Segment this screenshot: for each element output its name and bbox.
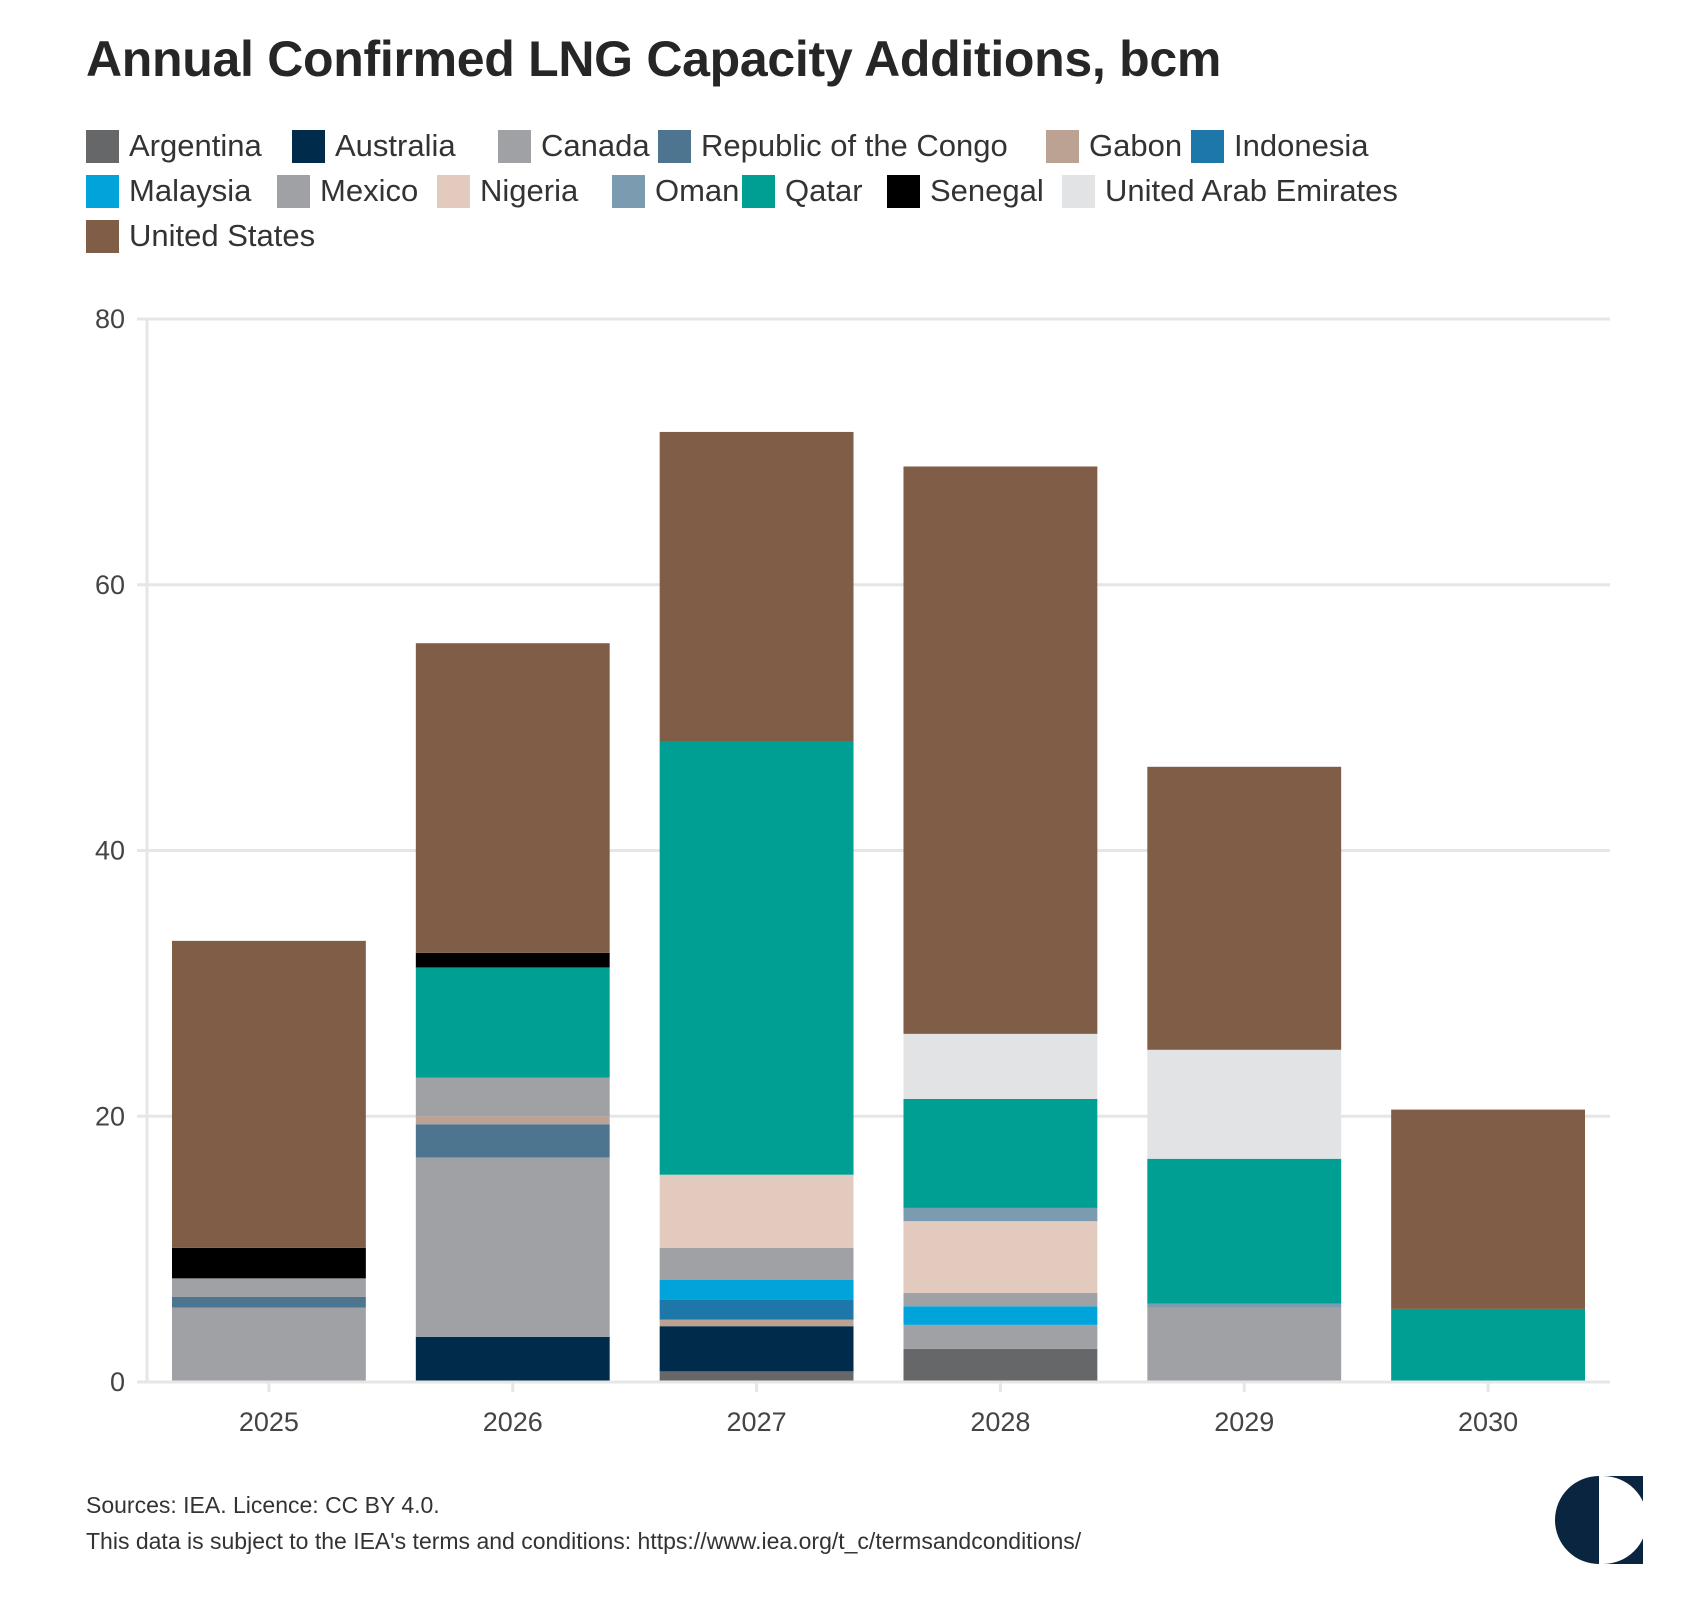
bar-segment-united-states-2030: [1391, 1109, 1586, 1309]
legend-swatch: [1062, 174, 1095, 208]
x-tick-label: 2025: [239, 1407, 299, 1437]
bar-segment-argentina-2028: [903, 1348, 1098, 1382]
bar-segment-gabon-2026: [415, 1116, 610, 1125]
bar-segment-australia-2027: [659, 1326, 854, 1372]
legend-label: Australia: [335, 128, 456, 163]
y-tick-label: 60: [95, 570, 125, 600]
legend-label: Nigeria: [480, 173, 579, 208]
legend-label: Oman: [655, 173, 740, 208]
chart-footer: Sources: IEA. Licence: CC BY 4.0. This d…: [86, 1487, 1081, 1559]
bar-segment-mexico-2027: [659, 1247, 854, 1280]
legend-item-mexico: Mexico: [277, 173, 418, 209]
legend-item-malaysia: Malaysia: [86, 173, 251, 209]
x-tick-label: 2029: [1214, 1407, 1274, 1437]
legend-label: United Arab Emirates: [1105, 173, 1398, 208]
bar-segment-united-states-2026: [415, 643, 610, 953]
legend-swatch: [86, 219, 119, 253]
bar-segment-canada-2029: [1147, 1307, 1342, 1382]
legend-swatch: [277, 174, 310, 208]
bar-segment-argentina-2027: [659, 1371, 854, 1382]
bar-segment-canada-2028: [903, 1324, 1098, 1349]
legend-swatch: [437, 174, 470, 208]
legend-label: Canada: [541, 128, 650, 163]
bar-segment-qatar-2029: [1147, 1158, 1342, 1304]
bar-segment-united-states-2025: [171, 940, 366, 1248]
bar-segment-senegal-2025: [171, 1247, 366, 1279]
legend-item-nigeria: Nigeria: [437, 173, 578, 209]
x-tick-label: 2030: [1458, 1407, 1518, 1437]
legend-swatch: [612, 174, 645, 208]
legend-label: Gabon: [1089, 128, 1183, 163]
bar-segment-qatar-2028: [903, 1098, 1098, 1208]
footer-sources: Sources: IEA. Licence: CC BY 4.0.: [86, 1492, 440, 1518]
bar-segment-mexico-2025: [171, 1278, 366, 1297]
footer-terms: This data is subject to the IEA's terms …: [86, 1528, 1082, 1554]
bar-segment-republic-of-the-congo-2026: [415, 1124, 610, 1158]
legend-label: United States: [129, 218, 316, 253]
bar-segment-oman-2029: [1147, 1303, 1342, 1308]
x-tick-label: 2026: [483, 1407, 543, 1437]
legend-item-canada: Canada: [498, 128, 650, 164]
bar-segment-oman-2028: [903, 1207, 1098, 1222]
bar-segment-mexico-2028: [903, 1292, 1098, 1307]
legend-label: Republic of the Congo: [701, 128, 1008, 163]
legend-swatch: [498, 129, 531, 163]
bar-segment-nigeria-2028: [903, 1221, 1098, 1293]
legend-item-qatar: Qatar: [742, 173, 863, 209]
legend-label: Argentina: [129, 128, 262, 163]
legend-item-gabon: Gabon: [1046, 128, 1182, 164]
legend-swatch: [658, 129, 691, 163]
legend-label: Mexico: [320, 173, 419, 208]
legend-item-australia: Australia: [292, 128, 456, 164]
legend-swatch: [887, 174, 920, 208]
bar-segment-united-arab-emirates-2028: [903, 1033, 1098, 1099]
bar-segment-mexico-2026: [415, 1077, 610, 1117]
bar-segment-malaysia-2028: [903, 1306, 1098, 1325]
bar-segment-gabon-2027: [659, 1319, 854, 1327]
bar-segment-united-states-2027: [659, 431, 854, 742]
legend-swatch: [86, 174, 119, 208]
legend-label: Indonesia: [1234, 128, 1369, 163]
legend-swatch: [292, 129, 325, 163]
bar-segment-nigeria-2027: [659, 1174, 854, 1248]
bar-segment-qatar-2026: [415, 967, 610, 1078]
legend-swatch: [1046, 129, 1079, 163]
legend-label: Malaysia: [129, 173, 252, 208]
legend-item-oman: Oman: [612, 173, 739, 209]
y-tick-label: 40: [95, 836, 125, 866]
x-tick-label: 2028: [970, 1407, 1030, 1437]
bar-segment-canada-2025: [171, 1307, 366, 1382]
bar-segment-republic-of-the-congo-2025: [171, 1296, 366, 1308]
y-tick-label: 20: [95, 1101, 125, 1131]
bar-segment-qatar-2030: [1391, 1308, 1586, 1382]
legend-swatch: [86, 129, 119, 163]
legend-swatch: [1191, 129, 1224, 163]
bar-segment-qatar-2027: [659, 741, 854, 1175]
legend-item-united-states: United States: [86, 218, 315, 254]
iea-logo: [1555, 1476, 1643, 1564]
legend-swatch: [742, 174, 775, 208]
legend-item-argentina: Argentina: [86, 128, 262, 164]
bar-segment-indonesia-2027: [659, 1299, 854, 1320]
x-tick-label: 2027: [727, 1407, 787, 1437]
legend-item-republic-of-the-congo: Republic of the Congo: [658, 128, 1008, 164]
bar-segment-senegal-2026: [415, 952, 610, 968]
bar-segment-malaysia-2027: [659, 1279, 854, 1300]
bar-segment-united-states-2029: [1147, 766, 1342, 1050]
bar-segment-united-arab-emirates-2029: [1147, 1049, 1342, 1159]
bar-segment-canada-2026: [415, 1157, 610, 1337]
bar-segment-australia-2026: [415, 1336, 610, 1382]
y-tick-label: 0: [110, 1367, 125, 1397]
bar-segment-united-states-2028: [903, 466, 1098, 1034]
legend-item-indonesia: Indonesia: [1191, 128, 1368, 164]
legend-label: Senegal: [930, 173, 1044, 208]
legend-label: Qatar: [785, 173, 863, 208]
y-tick-label: 80: [95, 304, 125, 334]
chart-title: Annual Confirmed LNG Capacity Additions,…: [86, 31, 1222, 87]
legend-item-united-arab-emirates: United Arab Emirates: [1062, 173, 1398, 209]
chart-plot: 0 20 40 60 80 2025 2026 2027 2028 2029 2030: [95, 304, 1610, 1437]
legend-item-senegal: Senegal: [887, 173, 1044, 209]
